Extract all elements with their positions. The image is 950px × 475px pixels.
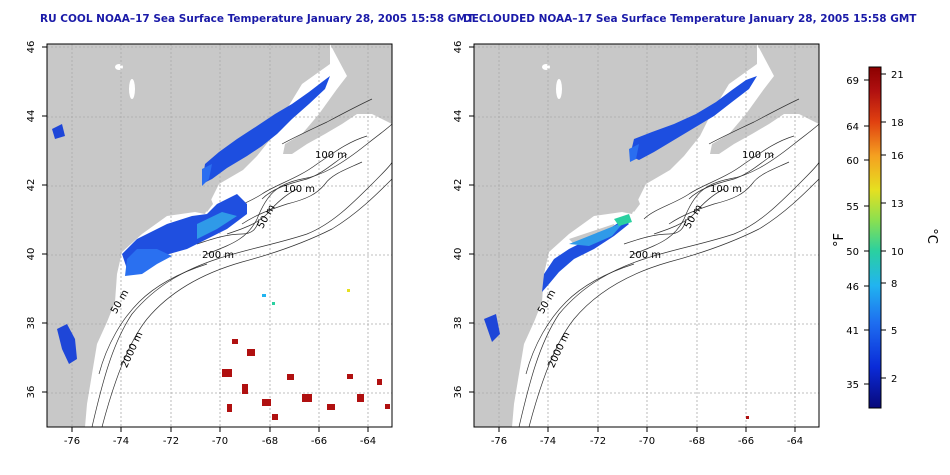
left-y-tick-1: 46: [26, 41, 37, 54]
right-map: 100 m 100 m 50 m 200 m 50 m 2000 m -76 -…: [453, 41, 820, 447]
colorbar-c-label: °C: [924, 228, 939, 244]
left-y-tick-4: 40: [26, 248, 37, 261]
right-x-tick-3: -72: [590, 436, 606, 447]
left-sst-coastal: [52, 76, 330, 364]
left-contour-label-4: 200 m: [202, 250, 234, 261]
left-sst-misc: [262, 289, 350, 305]
colorbar-f-tick-2: 64: [846, 122, 859, 133]
colorbar-c-tick-1: 21: [891, 70, 904, 81]
colorbar-c-tick-8: 2: [891, 374, 897, 385]
right-contour-label-4: 200 m: [629, 250, 661, 261]
left-x-tick-4: -70: [212, 436, 228, 447]
right-x-tick-5: -68: [689, 436, 705, 447]
right-x-tick-7: -64: [787, 436, 803, 447]
left-y-tick-6: 36: [26, 386, 37, 399]
right-y-tick-1: 46: [453, 41, 464, 54]
left-x-tick-6: -66: [311, 436, 327, 447]
colorbar-c-tick-6: 8: [891, 279, 897, 290]
left-map: 100 m 100 m 50 m 200 m 50 m 2000 m -76 -…: [26, 41, 393, 447]
right-y-tick-4: 40: [453, 248, 464, 261]
colorbar-f-tick-8: 35: [846, 380, 859, 391]
colorbar-f-label: °F: [832, 233, 847, 247]
left-map-title: RU COOL NOAA–17 Sea Surface Temperature …: [40, 13, 474, 25]
colorbar-c-tick-7: 5: [891, 326, 897, 337]
right-y-tick-2: 44: [453, 110, 464, 123]
colorbar-f-tick-6: 46: [846, 282, 859, 293]
right-sst-warm: [746, 416, 749, 419]
right-y-tick-3: 42: [453, 179, 464, 192]
left-sst-warm: [222, 339, 390, 420]
left-x-tick-5: -68: [262, 436, 278, 447]
right-x-tick-2: -74: [540, 436, 556, 447]
right-map-title: DECLOUDED NOAA–17 Sea Surface Temperatur…: [463, 13, 917, 25]
left-y-tick-5: 38: [26, 317, 37, 330]
colorbar-f-tick-4: 55: [846, 202, 859, 213]
left-x-tick-7: -64: [360, 436, 376, 447]
right-y-tick-6: 36: [453, 386, 464, 399]
right-contour-label-1: 100 m: [742, 150, 774, 161]
left-x-tick-2: -74: [113, 436, 129, 447]
left-x-tick-1: -76: [64, 436, 80, 447]
left-x-tick-3: -72: [163, 436, 179, 447]
left-contour-label-1: 100 m: [315, 150, 347, 161]
right-y-tick-5: 38: [453, 317, 464, 330]
right-contour-label-2: 100 m: [710, 184, 742, 195]
right-x-tick-4: -70: [639, 436, 655, 447]
colorbar: 69 64 60 55 50 46 41 35 21 18 16 13 10 8…: [832, 66, 939, 409]
colorbar-gradient: [868, 66, 882, 409]
colorbar-c-tick-4: 13: [891, 199, 904, 210]
left-y-tick-2: 44: [26, 110, 37, 123]
right-sst-coastal: [484, 76, 757, 342]
colorbar-c-tick-3: 16: [891, 151, 904, 162]
colorbar-c-tick-2: 18: [891, 118, 904, 129]
colorbar-c-tick-5: 10: [891, 247, 904, 258]
colorbar-f-tick-7: 41: [846, 326, 859, 337]
left-y-tick-3: 42: [26, 179, 37, 192]
colorbar-f-tick-1: 69: [846, 76, 859, 87]
colorbar-f-tick-3: 60: [846, 156, 859, 167]
right-x-tick-6: -66: [738, 436, 754, 447]
left-contour-label-2: 100 m: [283, 184, 315, 195]
colorbar-f-tick-5: 50: [846, 247, 859, 258]
right-x-tick-1: -76: [491, 436, 507, 447]
